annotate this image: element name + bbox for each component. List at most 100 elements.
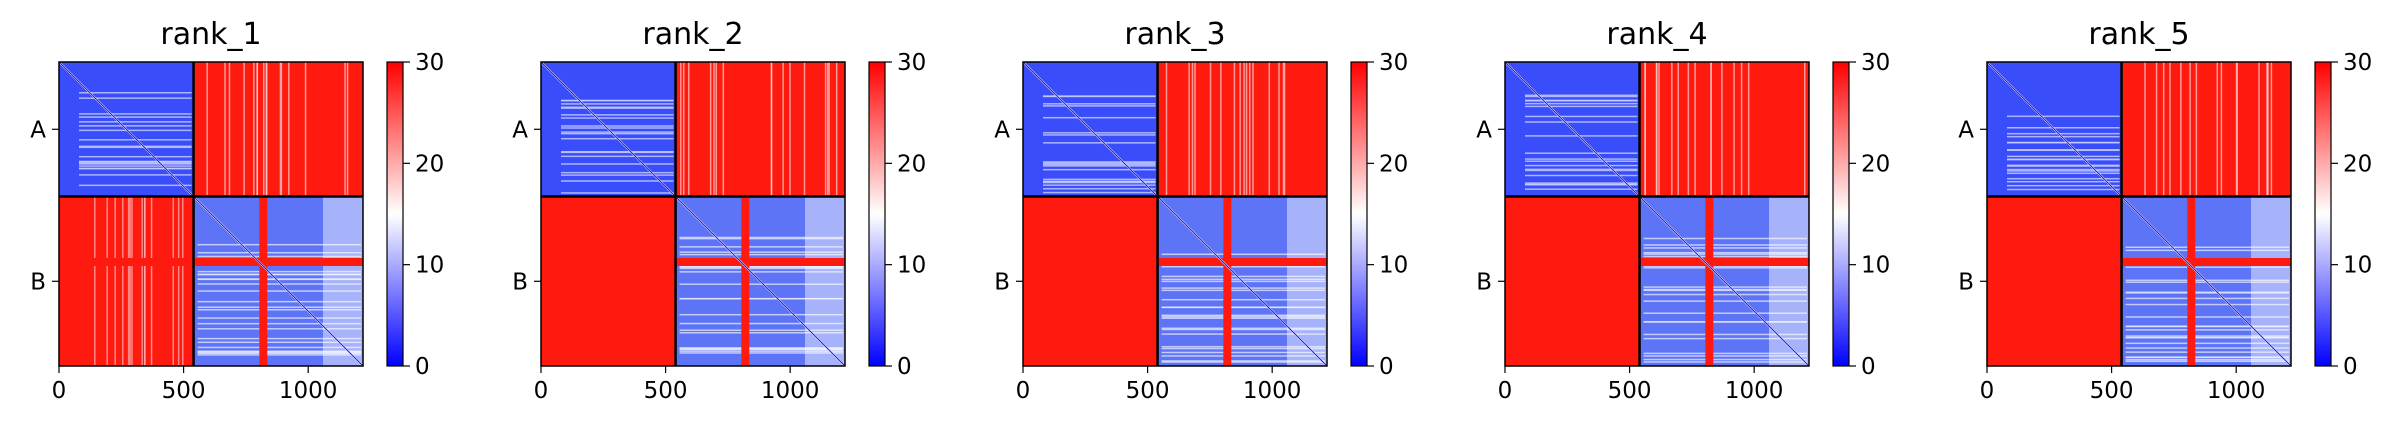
heatmap-edge <box>1769 196 1809 366</box>
colorbar-tick-label: 20 <box>1861 151 1890 177</box>
heatmap-streak <box>688 62 690 197</box>
heatmap-streak <box>2007 141 2120 144</box>
heatmap-streak <box>1161 275 1325 278</box>
heatmap-streak <box>1161 360 1325 362</box>
heatmap-streak <box>679 253 843 256</box>
x-tick-label: 0 <box>52 378 67 404</box>
heatmap-streak <box>1043 180 1156 183</box>
heatmap-streak <box>561 127 674 129</box>
heatmap-streak <box>2235 62 2238 197</box>
heatmap-streak <box>2180 62 2182 197</box>
heatmap-streak <box>79 165 192 167</box>
heatmap-diagonal-core <box>1023 62 1327 366</box>
heatmap-streak <box>2007 180 2120 183</box>
y-tick-label: B <box>1958 269 1974 295</box>
colorbar: 0 10 20 30 <box>2314 50 2372 380</box>
heatmap-streak <box>263 62 265 197</box>
colorbar: 0 10 20 30 <box>868 50 926 380</box>
heatmap-streak <box>197 308 361 311</box>
heatmap-streak <box>679 267 843 270</box>
heatmap-streak <box>172 196 174 366</box>
heatmap-streak <box>2125 360 2289 363</box>
heatmap-streak <box>144 196 146 366</box>
panel-title: rank_3 <box>1124 17 1225 52</box>
heatmap-streak <box>679 297 843 300</box>
heatmap-streak <box>1643 358 1807 361</box>
heatmap-cross-horizontal <box>1157 258 1327 266</box>
heatmap-streak <box>1161 315 1325 318</box>
heatmap-streak <box>1721 62 1723 197</box>
heatmap-streak <box>1644 62 1647 197</box>
heatmap-streak <box>182 196 184 366</box>
heatmap-streak <box>828 62 830 197</box>
panel-rank_3: rank_3 0 500 1000 A B 0 10 20 30 <box>994 17 1408 404</box>
colorbar-gradient <box>2314 61 2332 367</box>
colorbar-tick-label: 0 <box>415 354 430 380</box>
colorbar-tick-label: 10 <box>897 253 926 279</box>
heatmap-streak <box>1220 62 1222 197</box>
heatmap-streak <box>561 106 674 109</box>
heatmap-streak <box>2007 172 2120 175</box>
heatmap-streak <box>1043 191 1156 194</box>
x-tick-label: 1000 <box>761 378 820 404</box>
heatmap-cross-horizontal <box>675 258 845 266</box>
heatmap-streak <box>1740 62 1743 197</box>
heatmap-streak <box>1161 317 1325 319</box>
heatmap-streak <box>114 196 116 366</box>
heatmap-streak <box>1525 95 1638 98</box>
heatmap-streak <box>679 237 843 240</box>
heatmap-streak <box>129 196 131 366</box>
heatmap-streak <box>131 196 133 366</box>
colorbar-tick-label: 20 <box>897 151 926 177</box>
heatmap-streak <box>197 243 361 246</box>
heatmap-streak <box>1278 62 1280 197</box>
heatmap-streak <box>679 246 843 248</box>
heatmap-streak <box>288 62 290 197</box>
heatmap-streak <box>1161 298 1325 301</box>
colorbar-tick-label: 20 <box>1379 151 1408 177</box>
heatmap-diagonal-core <box>1505 62 1809 366</box>
heatmap-streak <box>2216 62 2219 197</box>
heatmap-streak <box>2125 358 2289 361</box>
axes-frame <box>1986 61 2292 367</box>
colorbar-gradient <box>868 61 886 367</box>
heatmap-streak <box>561 132 674 135</box>
heatmap-streak <box>679 347 843 349</box>
heatmap-streak <box>1643 337 1807 340</box>
heatmap-streak <box>1161 333 1325 335</box>
heatmap-diagonal-core <box>541 62 845 366</box>
panel-rank_1: rank_1 0 500 1000 A B 0 10 20 30 <box>30 17 444 404</box>
heatmap-streak <box>715 62 718 197</box>
heatmap-streak <box>2125 266 2289 268</box>
heatmap-streak <box>824 62 827 197</box>
heatmap-streak <box>561 180 674 182</box>
heatmap-streak <box>2125 279 2289 282</box>
heatmap-streak <box>79 162 192 164</box>
colorbar-tick-label: 10 <box>2343 253 2372 279</box>
heatmap-streak <box>1677 62 1679 197</box>
heatmap-streak <box>561 163 674 165</box>
heatmap-streak <box>2125 347 2289 349</box>
heatmap-streak <box>1161 314 1325 317</box>
x-tick-label: 0 <box>1016 378 1031 404</box>
heatmap-streak <box>253 62 255 197</box>
heatmap-streak <box>197 270 361 273</box>
heatmap-streak <box>2125 356 2289 358</box>
heatmap-streak <box>197 350 361 353</box>
heatmap-streak <box>79 155 192 158</box>
heatmap-streak <box>79 97 192 99</box>
heatmap-streak <box>1643 361 1807 363</box>
heatmap-streak <box>1747 62 1750 197</box>
heatmap-streak <box>1161 361 1325 363</box>
heatmap-streak <box>94 196 96 366</box>
heatmap-streak <box>2125 325 2289 328</box>
heatmap-streak <box>561 151 674 154</box>
heatmap-streak <box>1643 288 1807 291</box>
heatmap-streak <box>1043 95 1156 98</box>
heatmap-streak <box>1239 62 1241 197</box>
heatmap-streak <box>1191 62 1194 197</box>
heatmap-streak <box>79 174 192 176</box>
heatmap-streak <box>2125 351 2289 353</box>
panel-title: rank_5 <box>2088 17 2189 52</box>
heatmap-streak <box>2007 177 2120 180</box>
